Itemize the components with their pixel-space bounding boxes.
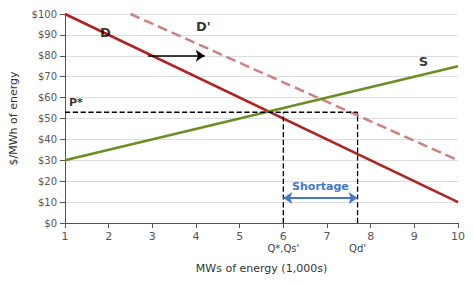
svg-text:5: 5 (236, 230, 243, 243)
svg-text:$30: $30 (38, 155, 57, 166)
svg-text:$10: $10 (38, 197, 57, 208)
svg-text:$50: $50 (38, 113, 57, 124)
svg-text:D: D (100, 25, 111, 40)
svg-text:$/MWh of energy: $/MWh of energy (7, 71, 20, 165)
svg-text:$60: $60 (38, 92, 57, 103)
svg-text:6: 6 (280, 230, 287, 243)
svg-text:Qd': Qd' (349, 243, 366, 254)
svg-text:$90: $90 (38, 29, 57, 40)
svg-text:P*: P* (69, 96, 83, 109)
svg-text:2: 2 (105, 230, 112, 243)
svg-text:$20: $20 (38, 176, 57, 187)
svg-text:$0: $0 (44, 218, 57, 229)
svg-text:Shortage: Shortage (292, 180, 349, 193)
svg-text:$80: $80 (38, 50, 57, 61)
svg-text:1: 1 (62, 230, 69, 243)
svg-text:MWs of energy (1,000s): MWs of energy (1,000s) (196, 262, 327, 275)
svg-text:$70: $70 (38, 71, 57, 82)
svg-text:4: 4 (193, 230, 200, 243)
svg-text:7: 7 (324, 230, 331, 243)
svg-text:10: 10 (451, 230, 465, 243)
svg-text:$40: $40 (38, 134, 57, 145)
svg-text:S: S (419, 54, 428, 69)
svg-text:9: 9 (411, 230, 418, 243)
svg-text:8: 8 (367, 230, 374, 243)
svg-text:$100: $100 (32, 9, 57, 20)
svg-text:D': D' (196, 19, 211, 34)
svg-text:3: 3 (149, 230, 156, 243)
svg-text:Q*,Qs': Q*,Qs' (267, 243, 299, 254)
